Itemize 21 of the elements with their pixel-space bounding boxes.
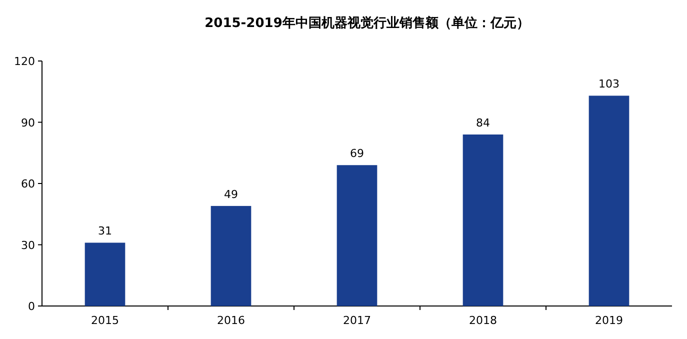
y-tick-label: 120 — [14, 55, 35, 68]
bar — [462, 134, 504, 306]
data-label: 31 — [98, 224, 112, 238]
data-label: 69 — [350, 147, 364, 160]
bar — [336, 165, 378, 306]
x-tick-label: 2018 — [469, 314, 497, 327]
y-tick-label: 60 — [21, 178, 35, 190]
bar — [210, 206, 252, 306]
x-tick-label: 2015 — [91, 314, 119, 327]
bar — [588, 96, 630, 306]
x-tick-label: 2017 — [343, 314, 371, 327]
bar — [84, 242, 126, 306]
data-label: 84 — [476, 116, 490, 130]
x-tick-label: 2016 — [217, 314, 245, 327]
chart-title: 2015-2019年中国机器视觉行业销售额（单位：亿元） — [204, 15, 530, 31]
y-tick-label: 0 — [28, 300, 35, 313]
data-label: 103 — [598, 78, 620, 91]
y-tick-label: 90 — [21, 116, 35, 130]
data-label: 49 — [224, 188, 238, 201]
y-tick-label: 30 — [21, 238, 35, 252]
x-tick-label: 2019 — [595, 314, 623, 327]
